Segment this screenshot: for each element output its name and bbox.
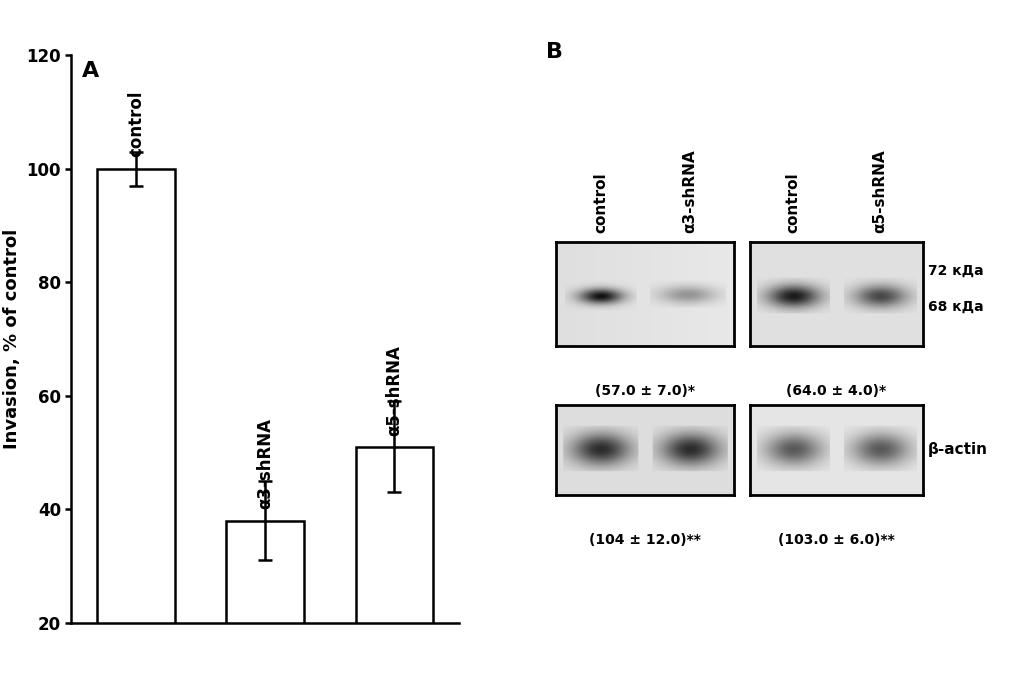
Text: (103.0 ± 6.0)**: (103.0 ± 6.0)** (777, 533, 894, 547)
Text: B: B (545, 42, 562, 62)
Text: 72 кДа: 72 кДа (927, 264, 983, 278)
Bar (97, 169, 174, 692)
Bar (356, 447, 433, 692)
Text: α5-shRNA: α5-shRNA (385, 345, 403, 435)
Text: β-actin: β-actin (927, 442, 987, 457)
Text: control: control (785, 172, 800, 233)
Text: (104 ± 12.0)**: (104 ± 12.0)** (589, 533, 700, 547)
Y-axis label: Invasion, % of control: Invasion, % of control (3, 229, 20, 449)
Text: A: A (82, 61, 99, 81)
Text: control: control (127, 90, 145, 156)
Text: (57.0 ± 7.0)*: (57.0 ± 7.0)* (594, 384, 695, 398)
Text: control: control (592, 172, 607, 233)
Text: α5-shRNA: α5-shRNA (871, 149, 887, 233)
Text: (64.0 ± 4.0)*: (64.0 ± 4.0)* (786, 384, 886, 398)
Text: α3-shRNA: α3-shRNA (682, 149, 697, 233)
Text: α3-shRNA: α3-shRNA (256, 419, 274, 509)
Text: 68 кДа: 68 кДа (927, 300, 983, 313)
Bar (226, 520, 304, 692)
